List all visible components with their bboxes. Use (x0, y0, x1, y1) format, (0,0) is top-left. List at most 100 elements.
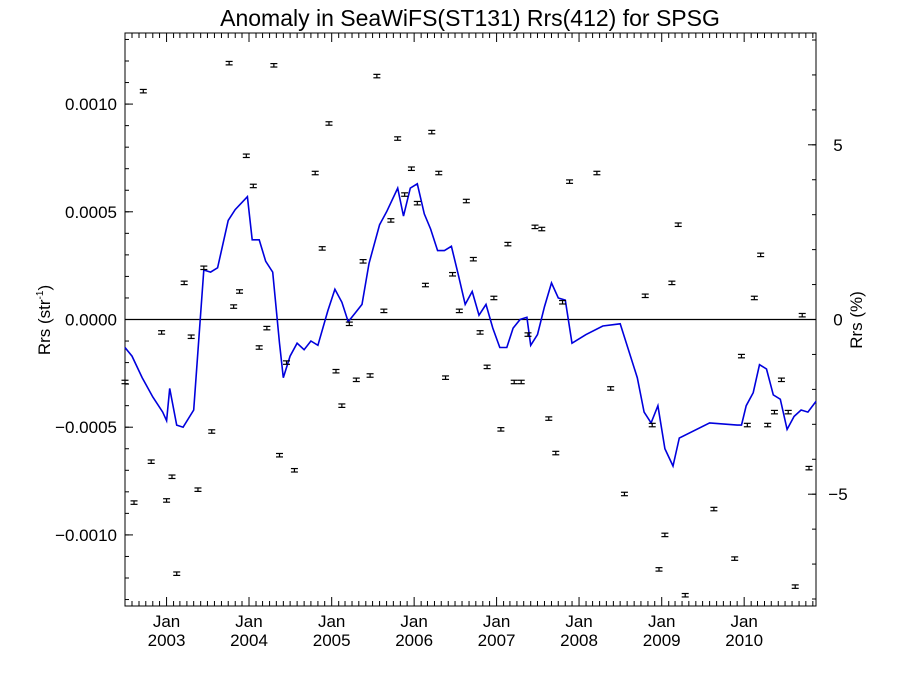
x-tick-label-year: 2007 (478, 631, 516, 650)
data-point (449, 271, 457, 277)
data-point (387, 218, 395, 223)
data-point (380, 308, 388, 314)
data-point (263, 325, 271, 331)
chart-title: Anomaly in SeaWiFS(ST131) Rrs(412) for S… (220, 5, 720, 31)
x-tick-label-month: Jan (153, 612, 180, 631)
data-point (413, 200, 421, 206)
data-point (737, 353, 745, 359)
x-tick-label-year: 2003 (148, 631, 186, 650)
data-point (236, 289, 244, 294)
data-point (552, 450, 560, 456)
data-point (345, 321, 353, 327)
y-tick-label-left: 0.0005 (65, 203, 117, 222)
data-point (163, 498, 171, 503)
data-point (225, 60, 233, 66)
y-tick-label-right: 5 (833, 136, 842, 155)
data-point (270, 62, 278, 68)
anomaly-line (124, 182, 817, 469)
data-point (791, 584, 799, 589)
data-point (338, 403, 346, 408)
data-point (249, 183, 257, 189)
data-point (607, 386, 615, 391)
x-tick-label-year: 2009 (643, 631, 681, 650)
data-point (757, 252, 765, 258)
data-point (469, 256, 477, 262)
x-tick-label-year: 2005 (313, 631, 351, 650)
data-point (674, 222, 682, 228)
data-point (130, 500, 138, 505)
y-axis-label-left-close: ) (35, 285, 54, 291)
data-point (517, 379, 525, 385)
x-tick-label-year: 2006 (395, 631, 433, 650)
x-tick-label-year: 2004 (230, 631, 268, 650)
data-point (359, 259, 367, 264)
data-point (798, 312, 806, 318)
data-point (394, 136, 402, 141)
y-tick-label-right: −5 (828, 485, 847, 504)
data-point (531, 224, 539, 230)
x-tick-label-month: Jan (318, 612, 345, 631)
y-tick-label-right: 0 (833, 311, 842, 330)
data-point (743, 422, 751, 428)
y-tick-label-left: 0.0010 (65, 95, 117, 114)
data-point (710, 506, 718, 512)
data-point (180, 280, 188, 286)
y-tick-label-left: −0.0010 (55, 526, 117, 545)
y-tick-label-left: 0.0000 (65, 311, 117, 330)
data-point (764, 422, 772, 428)
plot-area (121, 32, 817, 607)
data-point (455, 308, 463, 314)
x-tick-label-year: 2008 (560, 631, 598, 650)
data-point (352, 377, 360, 383)
data-point (497, 427, 505, 432)
data-point (276, 452, 284, 458)
data-point (620, 491, 628, 497)
data-point (147, 459, 155, 464)
data-point (510, 379, 518, 385)
data-point (524, 332, 532, 337)
data-point (208, 429, 216, 434)
data-point (428, 129, 436, 135)
data-point (668, 280, 676, 286)
data-point (504, 241, 512, 247)
y-axis-label-left: Rrs (str-1) (35, 285, 54, 355)
data-point (407, 166, 415, 172)
data-point (318, 246, 326, 251)
data-point (545, 416, 553, 421)
y-axis-label-right: Rrs (%) (847, 291, 866, 349)
data-point (194, 487, 202, 492)
data-point (366, 373, 374, 378)
data-point (750, 295, 758, 301)
data-point (325, 121, 333, 126)
data-point (401, 192, 409, 197)
data-point (373, 73, 381, 79)
data-point (593, 170, 601, 176)
data-point (641, 293, 649, 299)
data-point (559, 299, 567, 305)
data-point (483, 364, 491, 370)
data-point (230, 304, 238, 309)
data-point (242, 153, 250, 159)
data-point (655, 567, 663, 572)
x-tick-label-month: Jan (235, 612, 262, 631)
y-axis-label-left-main: Rrs (str (35, 299, 54, 355)
data-point (681, 592, 689, 598)
x-tick-label-month: Jan (730, 612, 757, 631)
data-point (187, 334, 195, 340)
data-point (421, 282, 429, 288)
x-tick-label-month: Jan (483, 612, 510, 631)
data-point (462, 198, 470, 204)
data-point (648, 422, 656, 428)
data-point (255, 345, 263, 350)
data-point (283, 360, 291, 365)
data-point (538, 226, 546, 232)
data-point (476, 330, 484, 335)
x-tick-label-year: 2010 (725, 631, 763, 650)
data-point (566, 179, 574, 184)
data-point (200, 265, 208, 271)
data-point (139, 88, 147, 94)
data-point (805, 465, 813, 471)
x-tick-label-month: Jan (648, 612, 675, 631)
y-tick-label-left: −0.0005 (55, 418, 117, 437)
